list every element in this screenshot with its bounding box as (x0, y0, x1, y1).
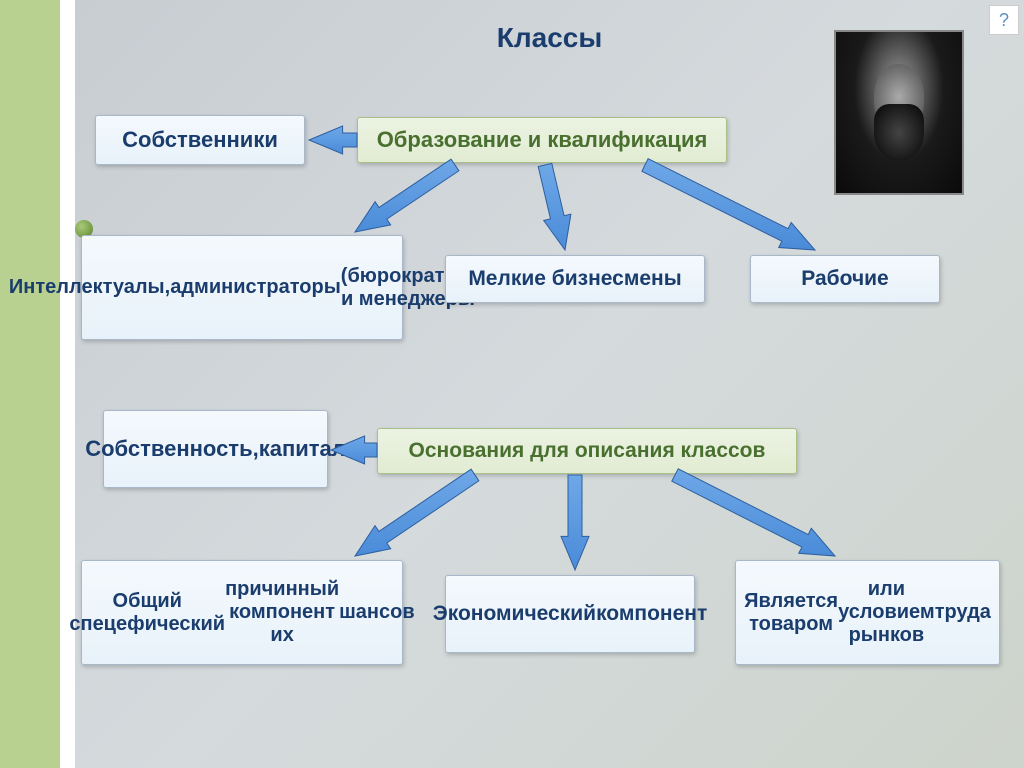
box-small-biz: Мелкие бизнесмены (445, 255, 705, 303)
box-intellectuals: Интеллектуалы,администраторы(бюрократия)… (81, 235, 403, 340)
white-gap (60, 0, 75, 768)
help-icon[interactable]: ? (989, 5, 1019, 35)
box-education: Образование и квалификация (357, 117, 727, 163)
box-property: Собственность,капитал (103, 410, 328, 488)
diagram-title: Классы (497, 22, 603, 54)
main-area: ? Классы Собственники Образование и квал… (75, 0, 1024, 768)
box-workers: Рабочие (750, 255, 940, 303)
box-spec-cause: Общий спецефическийпричинный компонент и… (81, 560, 403, 665)
box-owners: Собственники (95, 115, 305, 165)
portrait-photo (834, 30, 964, 195)
left-sidebar (0, 0, 60, 768)
box-commodity: Является товаромили условием рынковтруда (735, 560, 1000, 665)
box-economic: Экономическийкомпонент (445, 575, 695, 653)
box-basis: Основания для описания классов (377, 428, 797, 474)
